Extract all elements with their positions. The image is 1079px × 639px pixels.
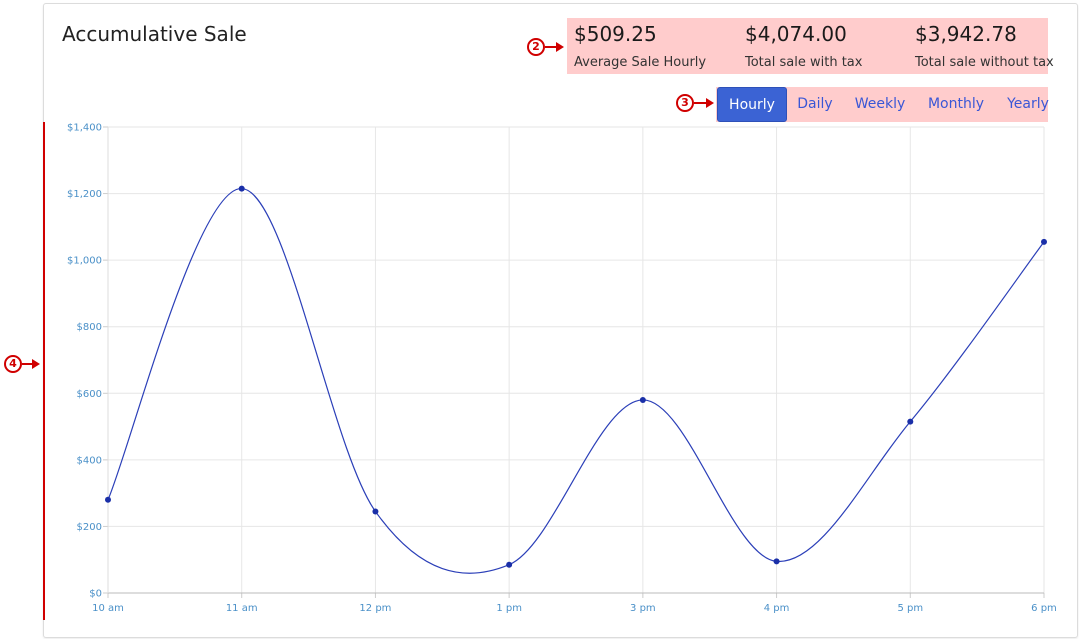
y-tick-label: $400 xyxy=(77,455,102,466)
y-tick-label: $600 xyxy=(77,389,102,400)
callout-badge-4: 4 xyxy=(4,355,22,373)
data-point xyxy=(238,185,245,192)
callout-arrowhead-2 xyxy=(556,42,564,52)
stat-value: $4,074.00 xyxy=(745,22,847,46)
data-point xyxy=(1041,238,1047,245)
sales-summary: $509.25 Average Sale Hourly $4,074.00 To… xyxy=(567,18,1054,74)
data-point xyxy=(372,508,379,515)
x-tick-label: 6 pm xyxy=(1031,603,1057,614)
y-tick-label: $1,400 xyxy=(67,123,102,134)
y-tick-label: $200 xyxy=(77,522,102,533)
tab-hourly[interactable]: Hourly xyxy=(717,87,787,122)
series-line xyxy=(107,187,1045,574)
y-tick-label: $1,200 xyxy=(67,189,102,200)
card-title: Accumulative Sale xyxy=(62,22,247,46)
stat-label: Average Sale Hourly xyxy=(574,55,707,70)
chart-highlight-bar xyxy=(43,122,45,620)
x-tick-label: 4 pm xyxy=(764,603,790,614)
data-point xyxy=(506,561,513,568)
tab-daily[interactable]: Daily xyxy=(797,96,833,112)
tab-yearly[interactable]: Yearly xyxy=(1007,96,1049,112)
data-point xyxy=(105,496,111,503)
y-tick-label: $1,000 xyxy=(67,256,102,267)
x-tick-label: 12 pm xyxy=(359,603,391,614)
callout-arrow-2 xyxy=(545,46,557,48)
data-point xyxy=(907,418,914,425)
x-tick-label: 10 am xyxy=(92,603,124,614)
data-point xyxy=(773,558,780,565)
stat-value: $509.25 xyxy=(574,22,657,46)
callout-arrow-3 xyxy=(694,102,707,104)
callout-arrowhead-3 xyxy=(706,98,714,108)
stat-label: Total sale with tax xyxy=(745,55,863,70)
x-tick-label: 5 pm xyxy=(897,603,923,614)
callout-badge-3: 3 xyxy=(676,94,694,112)
callout-arrowhead-4 xyxy=(32,359,40,369)
callout-arrow-4 xyxy=(22,363,33,365)
stat-label: Total sale without tax xyxy=(915,55,1054,70)
y-tick-label: $0 xyxy=(89,589,102,600)
tab-weekly[interactable]: Weekly xyxy=(854,96,906,112)
stat-value: $3,942.78 xyxy=(915,22,1017,46)
x-tick-label: 11 am xyxy=(226,603,258,614)
x-tick-label: 3 pm xyxy=(630,603,656,614)
data-point xyxy=(639,396,646,403)
callout-badge-2: 2 xyxy=(527,38,545,56)
period-tabs: Hourly Daily Weekly Monthly Yearly xyxy=(716,87,1049,122)
y-tick-label: $800 xyxy=(77,322,102,333)
x-tick-label: 1 pm xyxy=(496,603,522,614)
tab-monthly[interactable]: Monthly xyxy=(927,96,985,112)
